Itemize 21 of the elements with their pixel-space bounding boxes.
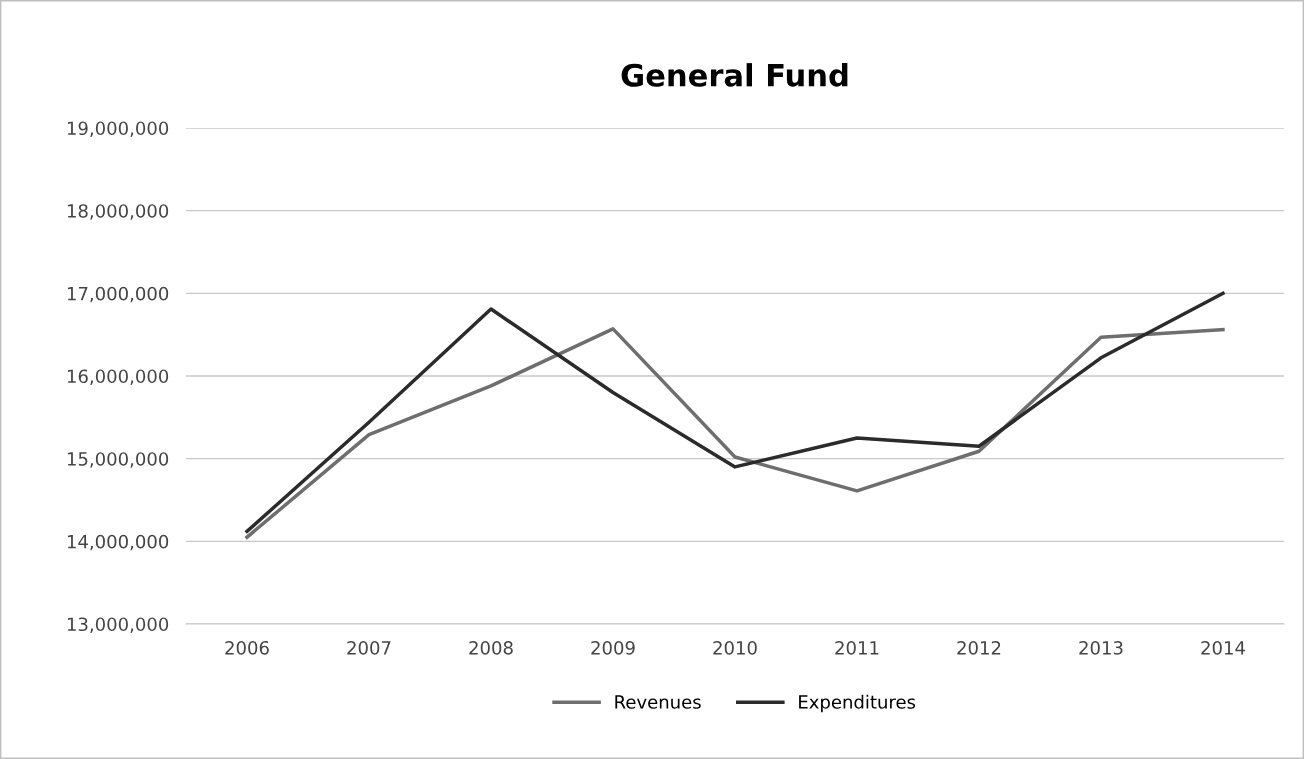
x-tick-label: 2006 — [225, 640, 269, 655]
x-tick-label: 2013 — [1079, 640, 1123, 655]
x-tick-label: 2011 — [835, 640, 879, 655]
y-tick-label: 15,000,000 — [67, 452, 169, 468]
chart-title: General Fund — [621, 63, 848, 87]
legend-label: Revenues — [615, 695, 701, 709]
line-series — [245, 327, 1225, 539]
y-tick-label: 14,000,000 — [67, 534, 169, 551]
x-tick-label: 2014 — [1201, 640, 1245, 655]
y-tick-label: 18,000,000 — [67, 204, 169, 220]
x-tick-label: 2009 — [591, 640, 635, 655]
y-tick-label: 19,000,000 — [67, 121, 169, 137]
x-tick-label: 2008 — [469, 640, 513, 655]
x-tick-label: 2007 — [347, 640, 391, 655]
y-tick-label: 16,000,000 — [67, 369, 169, 385]
y-tick-label: 13,000,000 — [67, 617, 169, 633]
y-tick-label: 17,000,000 — [67, 286, 169, 303]
line-series — [245, 291, 1225, 534]
x-tick-label: 2012 — [957, 640, 1001, 655]
x-tick-label: 2010 — [713, 640, 757, 655]
legend-label: Expenditures — [799, 694, 916, 713]
